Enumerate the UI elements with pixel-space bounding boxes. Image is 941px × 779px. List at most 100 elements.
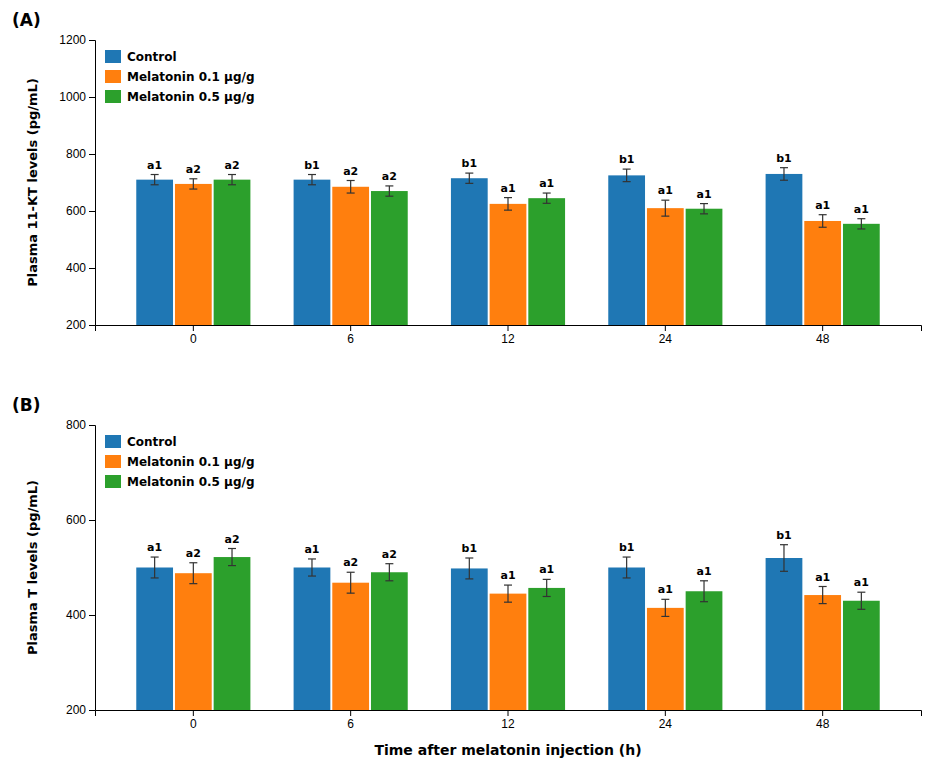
error-cap [504, 584, 512, 585]
error-line [469, 558, 470, 579]
error-bar [780, 545, 788, 572]
annotation: a1 [147, 159, 162, 172]
error-cap [857, 218, 865, 219]
bar [490, 204, 527, 325]
y-tick: 200 [66, 703, 95, 717]
error-bar [385, 186, 393, 196]
error-cap [661, 200, 669, 201]
x-axis-line [96, 711, 922, 717]
y-axis-line [89, 41, 96, 326]
error-bar [151, 175, 159, 185]
annotation: a1 [500, 182, 515, 195]
error-cap [189, 562, 197, 563]
error-line [507, 198, 508, 211]
y-axis-title: Plasma T levels (pg/mL) [25, 480, 40, 655]
error-line [311, 175, 312, 185]
error-line [193, 179, 194, 189]
x-tick-mark [822, 325, 823, 331]
x-tick-mark [508, 325, 509, 331]
error-cap [661, 599, 669, 600]
error-bar [661, 200, 669, 216]
annotation: b1 [619, 153, 635, 166]
bar [332, 187, 369, 325]
x-tick: 24 [659, 710, 673, 731]
error-cap [857, 228, 865, 229]
bar [451, 178, 488, 325]
y-tick-label: 400 [66, 608, 86, 622]
error-cap [308, 575, 316, 576]
legend-item: Melatonin 0.1 μg/g [105, 455, 254, 469]
error-line [546, 579, 547, 596]
error-cap [504, 210, 512, 211]
error-bar [347, 181, 355, 194]
x-tick: 0 [190, 325, 197, 346]
x-tick-label: 12 [501, 717, 515, 731]
x-tick-mark [665, 710, 666, 716]
error-cap [700, 601, 708, 602]
error-line [231, 175, 232, 185]
error-cap [151, 184, 159, 185]
annotation: a2 [343, 165, 358, 178]
annotation: b1 [776, 152, 792, 165]
error-bar [347, 572, 355, 593]
x-axis: 06122448 [96, 325, 922, 346]
error-line [231, 549, 232, 566]
error-line [665, 200, 666, 216]
error-cap [661, 216, 669, 217]
legend-item: Melatonin 0.1 μg/g [105, 70, 254, 84]
error-line [626, 169, 627, 182]
y-tick-mark [89, 97, 95, 98]
error-cap [504, 197, 512, 198]
error-cap [228, 184, 236, 185]
x-tick-mark [508, 710, 509, 716]
error-cap [819, 227, 827, 228]
bar [136, 180, 173, 325]
x-tick-label: 0 [190, 332, 197, 346]
error-bar [819, 587, 827, 604]
bar [804, 595, 841, 710]
annotation: a1 [696, 565, 711, 578]
y-tick-label: 200 [66, 318, 86, 332]
error-bar [623, 169, 631, 182]
error-bar [819, 215, 827, 228]
annotation: b1 [462, 542, 478, 555]
error-line [703, 581, 704, 602]
annotation: b1 [304, 159, 320, 172]
error-cap [543, 192, 551, 193]
bar [294, 568, 331, 711]
y-tick: 1000 [59, 90, 95, 104]
legend-item: Control [105, 435, 177, 449]
error-cap [700, 213, 708, 214]
error-bar [700, 204, 708, 214]
error-cap [465, 557, 473, 558]
error-cap [465, 183, 473, 184]
x-axis-title: Time after melatonin injection (h) [374, 742, 641, 758]
error-bar [228, 549, 236, 566]
error-bar [780, 168, 788, 181]
annotation: a1 [304, 543, 319, 556]
error-bar [543, 579, 551, 596]
x-tick-mark [350, 710, 351, 716]
x-tick: 48 [816, 710, 830, 731]
legend-item: Melatonin 0.5 μg/g [105, 475, 254, 489]
error-line [626, 557, 627, 578]
annotation: a2 [186, 547, 201, 560]
error-cap [819, 586, 827, 587]
annotation: a2 [224, 159, 239, 172]
legend-item: Melatonin 0.5 μg/g [105, 90, 254, 104]
annotation: a2 [382, 548, 397, 561]
error-line [154, 557, 155, 578]
error-cap [347, 192, 355, 193]
annotation: a1 [696, 188, 711, 201]
error-cap [385, 185, 393, 186]
bar [766, 558, 803, 710]
error-line [703, 204, 704, 214]
error-cap [700, 580, 708, 581]
error-bar [465, 558, 473, 579]
marks [136, 168, 879, 325]
error-bar [857, 592, 865, 609]
error-cap [661, 616, 669, 617]
y-axis-title: Plasma 11-KT levels (pg/mL) [25, 78, 40, 287]
error-cap [780, 167, 788, 168]
x-tick: 6 [347, 325, 354, 346]
